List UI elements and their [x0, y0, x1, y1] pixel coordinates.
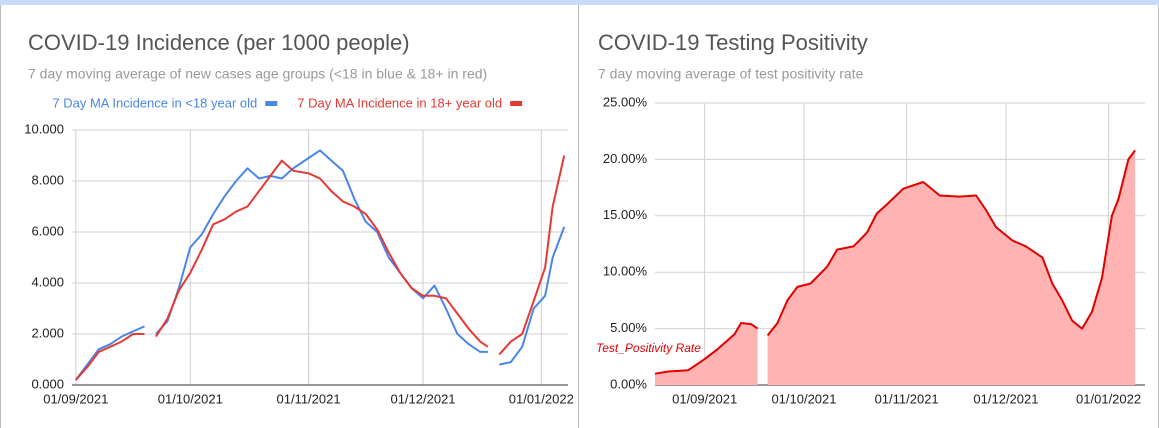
y-tick-label: 15.00% — [603, 207, 648, 222]
y-tick-label: 2.000 — [31, 325, 64, 340]
y-tick-label: 20.00% — [603, 151, 648, 166]
chart-title: COVID-19 Testing Positivity — [598, 30, 868, 55]
area — [655, 150, 1136, 385]
x-tick-label: 01/12/2021 — [973, 391, 1038, 406]
chart-title: COVID-19 Incidence (per 1000 people) — [28, 30, 410, 55]
y-tick-label: 5.00% — [610, 320, 647, 335]
legend-swatch — [265, 101, 278, 106]
y-tick-label: 25.00% — [603, 94, 648, 109]
y-tick-label: 0.000 — [31, 376, 64, 391]
y-tick-label: 10.00% — [603, 264, 648, 279]
y-tick-label: 8.000 — [31, 172, 64, 187]
x-tick-label: 01/09/2021 — [43, 391, 108, 406]
x-tick-label: 01/10/2021 — [771, 391, 836, 406]
x-tick-label: 01/01/2022 — [509, 391, 574, 406]
line — [75, 155, 566, 381]
line — [654, 149, 1136, 375]
x-tick-label: 01/09/2021 — [672, 391, 737, 406]
x-tick-label: 01/12/2021 — [390, 391, 455, 406]
y-tick-label: 6.000 — [31, 223, 64, 238]
line — [75, 149, 566, 381]
series-label: Test_Positivity Rate — [596, 341, 701, 355]
top-bar — [0, 0, 1159, 5]
y-tick-label: 0.00% — [610, 376, 647, 391]
legend-label: 7 Day MA Incidence in 18+ year old — [297, 95, 502, 110]
legend-swatch — [510, 101, 523, 106]
y-tick-label: 4.000 — [31, 274, 64, 289]
y-tick-label: 10.000 — [24, 121, 64, 136]
x-tick-label: 01/11/2021 — [875, 391, 939, 406]
x-tick-label: 01/01/2022 — [1076, 391, 1141, 406]
x-tick-label: 01/11/2021 — [276, 391, 340, 406]
chart-subtitle: 7 day moving average of new cases age gr… — [28, 66, 487, 82]
legend-label: 7 Day MA Incidence in <18 year old — [52, 95, 257, 110]
chart-subtitle: 7 day moving average of test positivity … — [598, 66, 864, 82]
x-tick-label: 01/10/2021 — [158, 391, 223, 406]
